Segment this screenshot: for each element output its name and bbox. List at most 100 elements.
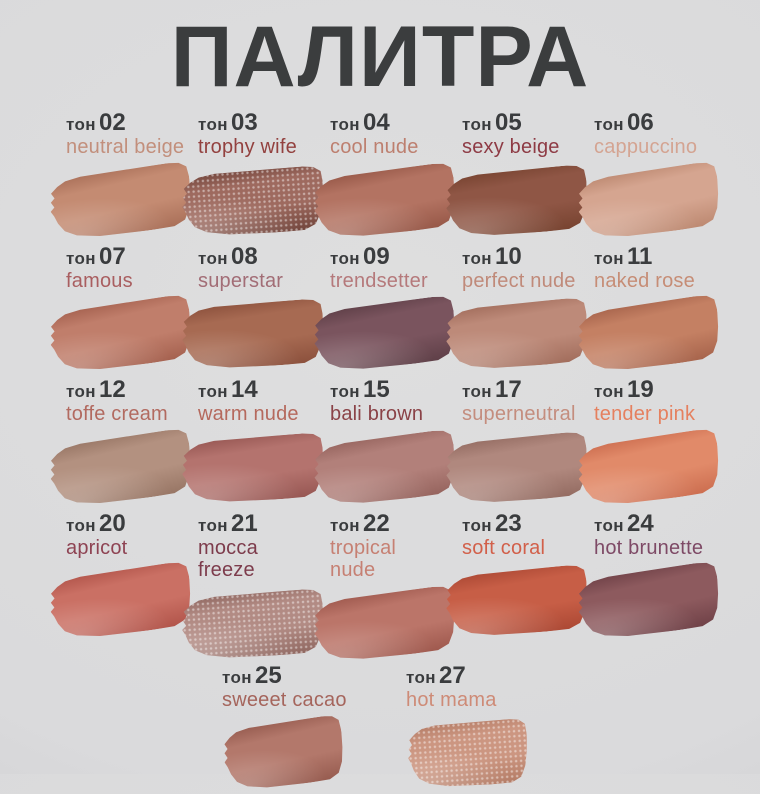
tone-number: 11: [626, 242, 653, 270]
shade-name: apricot: [66, 536, 128, 559]
lipstick-swatch: [311, 584, 460, 665]
palette-row: тон 25 sweeet cacao тон 27 hot mama: [0, 663, 760, 787]
shade-card: тон 23 soft coral: [462, 511, 594, 657]
shade-tone-label: тон 05: [462, 110, 594, 135]
tone-number: 03: [230, 109, 258, 136]
lipstick-swatch: [443, 297, 590, 373]
shade-tone-label: тон 27: [406, 663, 538, 688]
tone-number: 27: [438, 661, 466, 689]
shade-card: тон 17 superneutral: [462, 377, 594, 501]
shade-tone-label: тон 07: [66, 243, 198, 269]
shade-tone-label: тон 14: [198, 377, 330, 402]
tone-number: 12: [98, 376, 126, 404]
lipstick-swatch: [220, 714, 348, 794]
tone-number: 24: [626, 509, 654, 537]
shade-name: mocca freeze: [198, 536, 258, 582]
shade-name: famous: [66, 269, 133, 292]
tone-number: 19: [626, 376, 654, 404]
lipstick-swatch: [180, 165, 326, 239]
shade-tone-label: тон 09: [330, 242, 462, 270]
tone-word: тон: [594, 248, 624, 268]
palette-page: ПАЛИТРА тон 02 neutral beige тон 03 trophy…: [0, 14, 760, 774]
shade-card: тон 15 bali brown: [330, 377, 462, 501]
shade-name: cool nude: [330, 136, 419, 159]
shade-card: тон 27 hot mama: [406, 663, 538, 787]
shade-card: тон 20 apricot: [66, 511, 198, 657]
tone-number: 20: [98, 509, 126, 537]
shade-card: тон 09 trendsetter: [330, 242, 462, 368]
shade-name: perfect nude: [462, 269, 576, 292]
shade-name: toffe cream: [66, 403, 168, 426]
tone-word: тон: [330, 115, 360, 134]
tone-number: 25: [254, 661, 282, 689]
shade-tone-label: тон 11: [594, 242, 726, 270]
page-title: ПАЛИТРА: [170, 9, 590, 105]
tone-word: тон: [330, 515, 360, 535]
shade-name: tender pink: [594, 403, 696, 426]
tone-word: тон: [198, 382, 228, 402]
tone-word: тон: [330, 248, 360, 268]
shade-name: cappuccino: [594, 136, 698, 159]
shade-name: superstar: [198, 269, 284, 292]
tone-number: 02: [98, 109, 126, 136]
lipstick-swatch: [46, 561, 196, 644]
lipstick-swatch: [311, 161, 460, 242]
shade-name: superneutral: [462, 403, 576, 426]
tone-number: 17: [494, 376, 522, 404]
tone-word: тон: [66, 382, 96, 402]
tone-word: тон: [198, 515, 228, 535]
tone-word: тон: [594, 382, 624, 402]
shade-name: trendsetter: [330, 269, 428, 292]
shade-name: naked rose: [594, 269, 695, 292]
shade-tone-label: тон 15: [330, 377, 462, 402]
tone-word: тон: [66, 515, 96, 535]
shade-tone-label: тон 06: [594, 110, 726, 135]
tone-word: тон: [198, 115, 228, 134]
lipstick-swatch: [180, 298, 326, 372]
shade-tone-label: тон 12: [66, 377, 198, 402]
tone-number: 14: [230, 376, 258, 404]
shade-name: neutral beige: [66, 136, 185, 159]
tone-number: 05: [494, 109, 522, 136]
shade-name: sweeet cacao: [222, 688, 347, 711]
shade-tone-label: тон 04: [330, 110, 462, 135]
lipstick-swatch: [574, 294, 724, 377]
lipstick-swatch: [574, 160, 724, 243]
tone-word: тон: [66, 115, 96, 134]
tone-word: тон: [594, 515, 624, 535]
tone-number: 08: [230, 242, 258, 270]
tone-number: 10: [494, 242, 522, 270]
tone-word: тон: [66, 248, 96, 268]
palette-row: тон 02 neutral beige тон 03 trophy wife то…: [0, 110, 760, 234]
tone-number: 09: [362, 242, 390, 270]
shade-name: tropical nude: [330, 536, 397, 582]
shade-name: soft coral: [462, 536, 546, 559]
tone-word: тон: [462, 115, 492, 134]
shade-tone-label: тон 02: [66, 110, 198, 135]
shade-tone-label: тон 21: [198, 511, 330, 536]
shade-card: тон 24 hot brunette: [594, 511, 726, 657]
shade-card: тон 21 mocca freeze: [198, 511, 330, 657]
lipstick-swatch: [46, 160, 196, 243]
lipstick-swatch: [180, 588, 326, 662]
tone-number: 04: [362, 109, 390, 136]
shade-card: тон 08 superstar: [198, 242, 330, 368]
shade-name: hot mama: [406, 688, 497, 711]
shade-tone-label: тон 17: [462, 377, 594, 402]
shade-card: тон 03 trophy wife: [198, 110, 330, 234]
shade-card: тон 07 famous: [66, 243, 198, 368]
shade-tone-label: тон 23: [462, 511, 594, 536]
shade-card: тон 11 naked rose: [594, 242, 726, 368]
shade-card: тон 14 warm nude: [198, 377, 330, 501]
tone-word: тон: [406, 667, 436, 687]
shade-name: hot brunette: [594, 536, 704, 559]
shade-tone-label: тон 08: [198, 242, 330, 270]
tone-word: тон: [462, 248, 492, 268]
shade-name: warm nude: [198, 403, 299, 426]
tone-word: тон: [198, 248, 228, 268]
shade-tone-label: тон 22: [330, 511, 462, 536]
tone-number: 06: [626, 109, 654, 136]
tone-word: тон: [222, 667, 252, 687]
shade-tone-label: тон 19: [594, 377, 726, 402]
tone-word: тон: [462, 382, 492, 402]
